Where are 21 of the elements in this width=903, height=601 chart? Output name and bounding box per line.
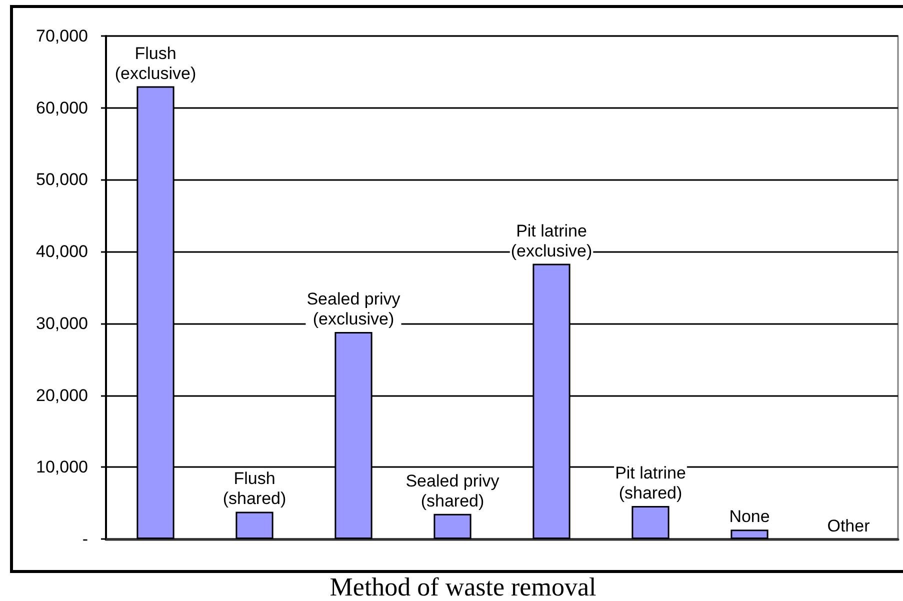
bar — [434, 514, 472, 539]
x-tick-label: Sealed privy (exclusive) — [306, 290, 401, 329]
bar — [632, 506, 670, 539]
y-tick-label: - — [82, 530, 88, 548]
bar — [730, 530, 768, 539]
bar — [236, 512, 274, 539]
x-tick-label: None — [729, 507, 770, 526]
y-tick-label: 70,000 — [36, 26, 88, 46]
x-tick-label: Pit latrine (shared) — [615, 463, 686, 502]
y-tick-label: 60,000 — [36, 98, 88, 118]
y-tick-label: 20,000 — [36, 386, 88, 405]
x-tick-label: Sealed privy (shared) — [406, 471, 500, 510]
y-tick-label: 40,000 — [36, 242, 88, 262]
x-tick-label: Flush (exclusive) — [114, 44, 196, 83]
y-tick-label: 10,000 — [36, 458, 88, 477]
x-axis-title: Method of waste removal — [330, 572, 596, 601]
y-tick-label: 30,000 — [36, 314, 88, 333]
x-tick-label: Other — [827, 516, 870, 536]
x-tick-label: Pit latrine (exclusive) — [510, 221, 592, 260]
y-tick-label: 50,000 — [36, 170, 88, 190]
x-tick-label: Flush (shared) — [222, 469, 286, 508]
